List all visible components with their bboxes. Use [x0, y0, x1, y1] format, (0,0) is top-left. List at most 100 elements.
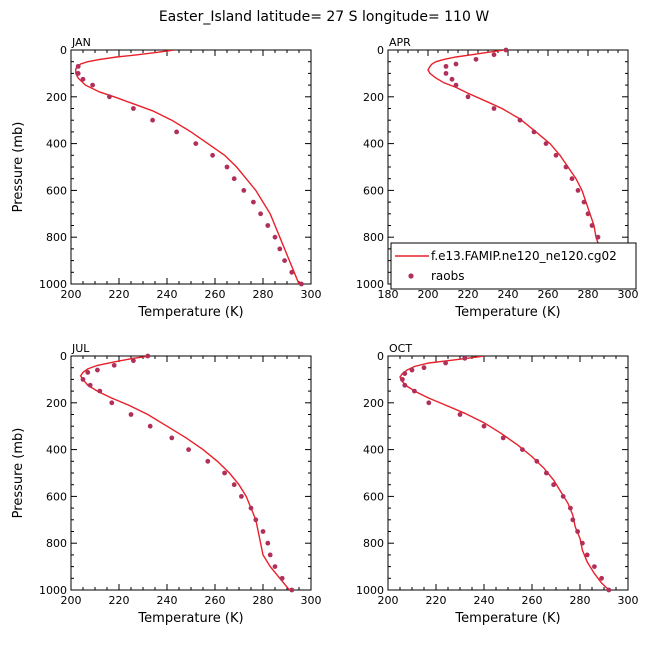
- raobs-point: [111, 362, 117, 368]
- panel-title: OCT: [389, 342, 412, 355]
- raobs-point: [222, 470, 228, 476]
- panel-title: JAN: [71, 36, 91, 49]
- raobs-point: [241, 188, 247, 193]
- raobs-point: [563, 164, 569, 170]
- raobs-point: [592, 564, 597, 569]
- x-axis-label: Temperature (K): [137, 305, 243, 320]
- raobs-point: [426, 400, 432, 406]
- raobs-point: [258, 211, 263, 217]
- raobs-point: [465, 94, 471, 100]
- y-tick-label: 600: [46, 184, 67, 197]
- x-tick-label: 300: [301, 288, 322, 301]
- raobs-point: [265, 223, 271, 228]
- legend-obs-label: raobs: [431, 269, 465, 283]
- y-tick-label: 400: [363, 138, 384, 151]
- x-tick-label: 260: [538, 288, 559, 301]
- x-tick-label: 280: [578, 288, 599, 301]
- raobs-point: [503, 47, 509, 53]
- raobs-point: [568, 505, 573, 511]
- raobs-point: [289, 587, 295, 593]
- x-tick-label: 240: [157, 288, 178, 301]
- y-tick-label: 600: [363, 490, 384, 503]
- raobs-point: [145, 353, 151, 359]
- panel-apr: 180 200 220 240 260 280 300 0 200 400 600 800 1000 AP…: [356, 36, 639, 320]
- y-tick-label: 1000: [39, 584, 67, 597]
- raobs-point: [186, 447, 192, 452]
- figure-title: Easter_Island latitude= 27 S longitude= …: [159, 9, 489, 25]
- x-tick-label: 260: [205, 594, 226, 607]
- panel-title: JUL: [71, 342, 90, 355]
- raobs-point: [272, 234, 278, 240]
- x-tick-label: 280: [253, 288, 274, 301]
- raobs-point: [421, 365, 427, 371]
- raobs-point: [580, 540, 585, 546]
- raobs-point: [544, 470, 549, 476]
- y-tick-label: 1000: [39, 278, 67, 291]
- raobs-point: [412, 388, 417, 394]
- raobs-point: [560, 494, 566, 499]
- raobs-point: [491, 52, 497, 58]
- raobs-point: [147, 423, 153, 429]
- y-tick-label: 1000: [356, 278, 384, 291]
- x-tick-label: 240: [157, 594, 178, 607]
- raobs-point: [481, 423, 487, 429]
- raobs-point: [517, 117, 523, 123]
- raobs-point: [150, 117, 156, 123]
- raobs-point: [543, 141, 549, 147]
- y-tick-label: 800: [46, 537, 67, 550]
- raobs-point: [553, 152, 559, 158]
- legend-box: [390, 242, 637, 290]
- raobs-point: [267, 552, 273, 558]
- x-tick-label: 240: [474, 594, 495, 607]
- raobs-point: [531, 129, 537, 135]
- raobs-point: [251, 199, 256, 205]
- x-tick-label: 200: [61, 594, 82, 607]
- raobs-point: [409, 367, 415, 373]
- y-tick-label: 200: [46, 397, 67, 410]
- raobs-point: [443, 63, 449, 69]
- y-tick-label: 200: [46, 91, 67, 104]
- raobs-point: [205, 458, 211, 464]
- raobs-point: [260, 529, 266, 534]
- x-axis-label: Temperature (K): [454, 305, 560, 320]
- raobs-point: [231, 176, 237, 182]
- raobs-point: [500, 435, 506, 441]
- raobs-point: [569, 176, 575, 182]
- y-tick-label: 600: [363, 184, 384, 197]
- raobs-point: [584, 552, 590, 558]
- panel-title: APR: [389, 36, 411, 49]
- model-series-line: [79, 356, 290, 590]
- raobs-point: [299, 281, 304, 287]
- y-tick-label: 1000: [356, 584, 384, 597]
- x-tick-label: 300: [301, 594, 322, 607]
- y-tick-label: 800: [363, 231, 384, 244]
- raobs-point: [131, 106, 136, 111]
- model-series-line: [75, 50, 300, 284]
- raobs-point: [443, 71, 449, 76]
- raobs-point: [80, 76, 86, 82]
- y-tick-label: 200: [363, 91, 384, 104]
- raobs-point: [277, 246, 283, 252]
- raobs-point: [595, 234, 601, 240]
- panel-jul: 200 220 240 260 280 300 0 200 400 600 800 1000 JUL Te…: [11, 342, 322, 626]
- raobs-point: [289, 269, 295, 275]
- raobs-point: [87, 382, 93, 388]
- raobs-point: [97, 388, 103, 394]
- raobs-point: [75, 63, 81, 69]
- raobs-point: [279, 575, 285, 581]
- raobs-point: [473, 56, 479, 62]
- x-tick-label: 260: [522, 594, 543, 607]
- raobs-point: [570, 517, 576, 523]
- y-tick-label: 0: [377, 44, 384, 57]
- raobs-point: [453, 82, 459, 88]
- x-tick-label: 300: [618, 594, 639, 607]
- raobs-point: [265, 540, 271, 546]
- x-tick-label: 280: [253, 594, 274, 607]
- y-tick-label: 800: [363, 537, 384, 550]
- raobs-point: [449, 76, 455, 82]
- legend-obs-swatch: [408, 273, 414, 279]
- y-tick-label: 600: [46, 490, 67, 503]
- raobs-point: [599, 575, 604, 581]
